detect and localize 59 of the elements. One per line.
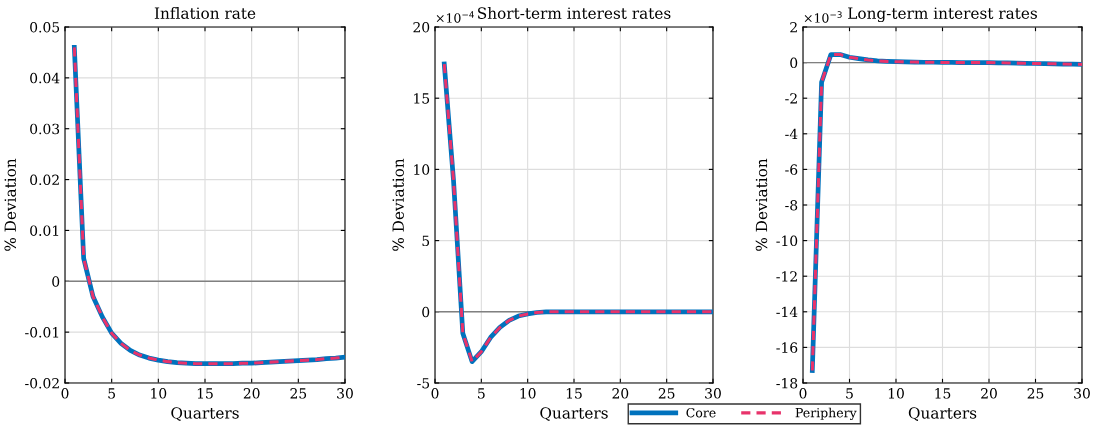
x-tick-label: 25 [1027, 388, 1044, 399]
y-tick-label: 2 [790, 21, 797, 33]
x-tick-label: 0 [799, 388, 807, 399]
y-tick-label: -6 [785, 164, 798, 175]
y-tick-label: -2 [785, 93, 797, 104]
y-tick-label: -14 [776, 306, 798, 318]
x-tick-label: 0 [61, 388, 69, 399]
y-tick-label: 10 [414, 164, 430, 175]
y-tick-label: 20 [413, 21, 430, 33]
y-tick-label: -0.02 [25, 377, 59, 389]
chart-title: Short-term interest rates [478, 7, 671, 19]
y-tick-label: -4 [785, 128, 798, 140]
text: ×10$^{−3}$ [804, 11, 842, 23]
y-axis-title: % Deviation [392, 158, 404, 251]
text: ×10$^{−4}$ [436, 11, 474, 23]
y-axis-title: % Deviation [4, 158, 16, 251]
x-tick-label: 10 [888, 388, 904, 399]
y-tick-label: -10 [776, 235, 798, 247]
y-tick-label: 0 [790, 57, 798, 69]
x-tick-label: 30 [337, 388, 353, 399]
x-tick-label: 10 [151, 388, 167, 399]
y-tick-label: 15 [414, 93, 430, 104]
x-tick-label: 0 [431, 388, 439, 399]
y-tick-label: 0.05 [30, 21, 60, 33]
x-tick-label: 5 [846, 388, 853, 399]
x-tick-label: 20 [243, 388, 260, 399]
x-axis-title: Quarters [908, 407, 977, 421]
y-tick-label: -5 [417, 378, 430, 389]
y-axis-title: % Deviation [755, 158, 768, 251]
x-tick-label: 25 [658, 388, 675, 399]
y-tick-label: -8 [785, 199, 798, 211]
y-tick-label: -18 [776, 377, 798, 389]
y-tick-label: -12 [776, 271, 797, 282]
x-tick-label: 10 [520, 388, 536, 399]
y-tick-label: 0 [52, 276, 60, 287]
chart-title: Inflation rate [154, 7, 256, 19]
x-tick-label: 20 [612, 388, 629, 399]
x-axis-title: Quarters [171, 407, 239, 421]
legend-label: Periphery [795, 407, 857, 420]
x-axis-title: Quarters [540, 407, 608, 421]
legend-label: Core [686, 407, 716, 418]
y-tick-label: -0.01 [25, 327, 59, 338]
x-tick-label: 5 [478, 388, 485, 399]
x-tick-label: 30 [705, 388, 721, 399]
x-tick-label: 20 [981, 388, 997, 399]
y-tick-label: 0 [422, 306, 430, 318]
y-tick-label: 0.01 [30, 225, 59, 236]
y-tick-label: 5 [422, 235, 430, 247]
x-tick-label: 15 [566, 388, 582, 399]
y-tick-label: -16 [776, 342, 798, 353]
y-tick-label: 0.04 [30, 72, 60, 84]
x-tick-label: 30 [1074, 388, 1090, 399]
y-tick-label: 0.02 [30, 174, 59, 186]
x-tick-label: 15 [197, 388, 213, 399]
x-tick-label: 5 [108, 388, 116, 399]
x-tick-label: 25 [290, 388, 307, 399]
x-tick-label: 15 [935, 388, 951, 399]
y-tick-label: 0.03 [30, 123, 60, 135]
chart-title: Long-term interest rates [848, 7, 1037, 23]
